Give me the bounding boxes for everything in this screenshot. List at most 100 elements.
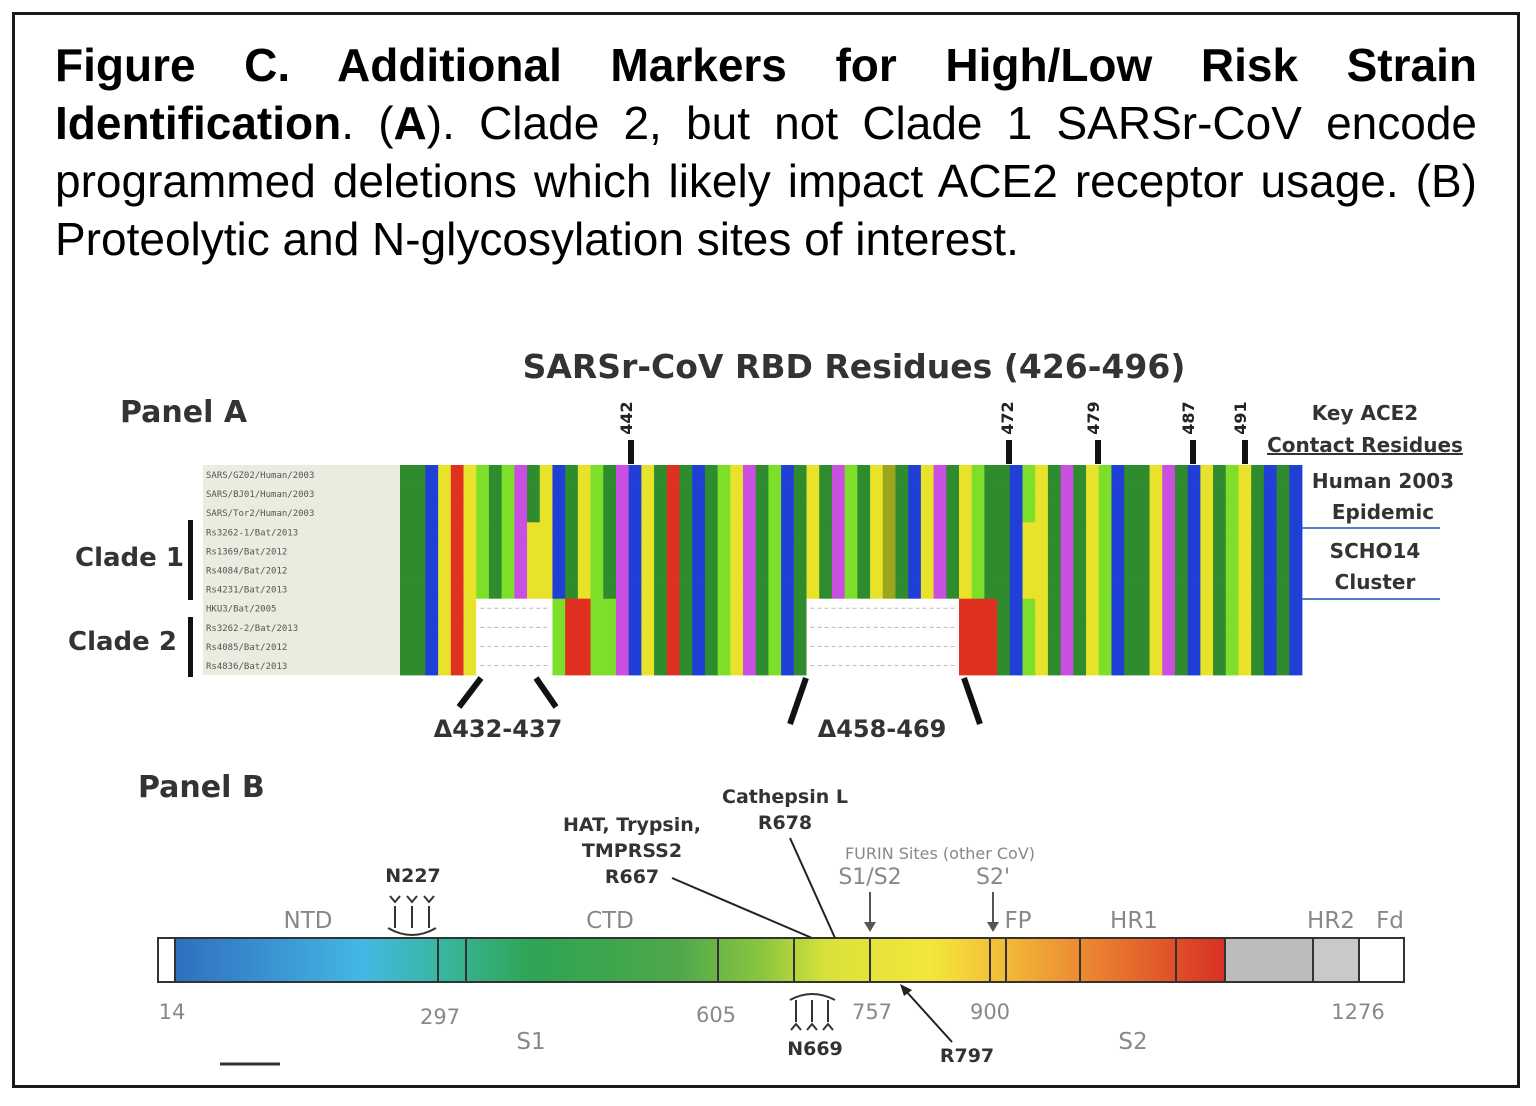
alignment-residue-cell — [1225, 636, 1239, 657]
caption-title: Figure C. Additional Markers for High/Lo… — [55, 39, 1477, 149]
alignment-residue-cell — [1035, 598, 1049, 619]
alignment-residue-cell — [1162, 598, 1176, 619]
alignment-residue-cell — [1276, 656, 1290, 676]
alignment-residue-cell — [755, 656, 769, 676]
alignment-residue-cell — [476, 522, 490, 542]
alignment-residue-cell — [933, 579, 947, 599]
alignment-residue-cell — [476, 560, 490, 580]
alignment-residue-cell — [704, 656, 718, 676]
alignment-residue-cell — [984, 503, 998, 523]
alignment-residue-cell — [641, 617, 655, 638]
alignment-residue-cell — [997, 503, 1011, 523]
alignment-residue-cell — [1060, 522, 1074, 542]
alignment-residue-cell — [539, 522, 553, 542]
alignment-residue-cell — [958, 579, 973, 599]
alignment-gap-cell — [831, 598, 846, 619]
alignment-residue-cell — [793, 541, 807, 561]
alignment-residue-cell — [488, 579, 503, 599]
alignment-residue-cell — [1086, 541, 1100, 561]
alignment-residue-cell — [793, 522, 807, 542]
alignment-residue-cell — [565, 541, 579, 561]
alignment-residue-cell — [400, 503, 414, 523]
alignment-residue-cell — [1238, 465, 1252, 485]
alignment-residue-cell — [654, 598, 668, 619]
alignment-residue-cell — [984, 541, 998, 561]
alignment-residue-cell — [1098, 503, 1112, 523]
alignment-residue-cell — [1213, 522, 1227, 542]
alignment-residue-cell — [1174, 579, 1189, 599]
alignment-residue-cell — [679, 484, 693, 504]
alignment-residue-cell — [1225, 617, 1239, 638]
alignment-residue-cell — [527, 465, 541, 485]
alignment-residue-cell — [425, 541, 439, 561]
sequence-name: Rs4836/Bat/2013 — [206, 662, 287, 672]
alignment-residue-cell — [1136, 522, 1150, 542]
alignment-residue-cell — [933, 503, 947, 523]
alignment-residue-cell — [1124, 503, 1138, 523]
alignment-residue-cell — [1149, 560, 1163, 580]
alignment-residue-cell — [997, 617, 1011, 638]
alignment-residue-cell — [552, 636, 566, 657]
alignment-residue-cell — [692, 656, 706, 676]
alignment-residue-cell — [450, 598, 464, 619]
alignment-residue-cell — [1225, 484, 1239, 504]
caption-text-b: (B) Proteolytic and N-glycosylation site… — [55, 155, 1477, 265]
alignment-residue-cell — [438, 617, 452, 638]
alignment-residue-cell — [743, 503, 757, 523]
alignment-residue-cell — [1263, 579, 1277, 599]
alignment-residue-cell — [666, 560, 680, 580]
alignment-residue-cell — [552, 617, 566, 638]
alignment-residue-cell — [412, 598, 426, 619]
alignment-residue-cell — [654, 636, 668, 657]
alignment-residue-cell — [641, 656, 655, 676]
alignment-residue-cell — [425, 579, 439, 599]
alignment-residue-cell — [870, 522, 884, 542]
alignment-residue-cell — [806, 579, 820, 599]
alignment-residue-cell — [806, 465, 820, 485]
alignment-residue-cell — [1200, 541, 1214, 561]
alignment-residue-cell — [730, 579, 744, 599]
alignment-residue-cell — [717, 636, 731, 657]
alignment-residue-cell — [908, 560, 922, 580]
alignment-residue-cell — [1009, 598, 1023, 619]
alignment-residue-cell — [527, 522, 541, 542]
alignment-residue-cell — [463, 560, 477, 580]
alignment-residue-cell — [641, 503, 655, 523]
alignment-residue-cell — [565, 560, 579, 580]
alignment-residue-cell — [844, 541, 858, 561]
alignment-residue-cell — [743, 465, 757, 485]
alignment-residue-cell — [641, 522, 655, 542]
alignment-residue-cell — [615, 636, 630, 657]
alignment-residue-cell — [971, 560, 985, 580]
alignment-residue-cell — [476, 484, 490, 504]
alignment-residue-cell — [1289, 656, 1303, 676]
alignment-residue-cell — [1213, 541, 1227, 561]
contact-marker-491: 491 — [1231, 401, 1250, 464]
alignment-residue-cell — [615, 484, 630, 504]
alignment-residue-cell — [1073, 656, 1087, 676]
alignment-residue-cell — [1086, 560, 1100, 580]
alignment-residue-cell — [1162, 541, 1176, 561]
alignment-residue-cell — [1047, 503, 1062, 523]
alignment-residue-cell — [1251, 560, 1265, 580]
alignment-residue-cell — [539, 503, 553, 523]
alignment-residue-cell — [1187, 541, 1201, 561]
alignment-residue-cell — [450, 541, 464, 561]
alignment-residue-cell — [1060, 465, 1074, 485]
alignment-residue-cell — [1162, 617, 1176, 638]
alignment-residue-cell — [997, 541, 1011, 561]
alignment-residue-cell — [1098, 656, 1112, 676]
alignment-residue-cell — [1124, 560, 1138, 580]
alignment-residue-cell — [997, 636, 1011, 657]
domain-hr2-label: HR2 — [1307, 908, 1355, 934]
alignment-residue-cell — [552, 579, 566, 599]
alignment-residue-cell — [971, 465, 985, 485]
alignment-residue-cell — [438, 656, 452, 676]
alignment-residue-cell — [1251, 465, 1265, 485]
alignment-gap-cell — [908, 636, 922, 657]
alignment-residue-cell — [1289, 560, 1303, 580]
alignment-residue-cell — [1263, 636, 1277, 657]
group-label-human-line2: Epidemic — [1332, 500, 1434, 524]
contact-residue-label: 487 — [1179, 401, 1198, 434]
alignment-residue-cell — [666, 636, 680, 657]
